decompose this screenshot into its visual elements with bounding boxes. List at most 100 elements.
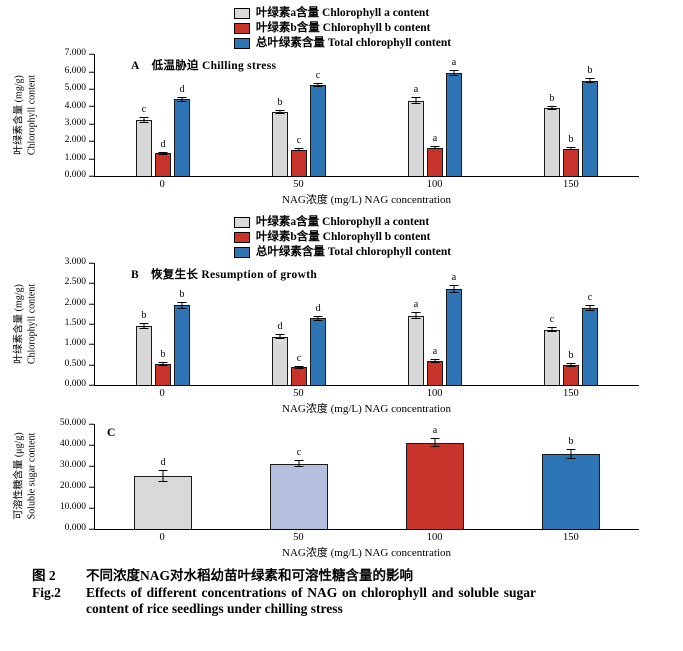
bar: a — [408, 54, 424, 176]
bar: b — [563, 54, 579, 176]
x-category-label: 150 — [563, 178, 579, 190]
y-tick-label: 3.000 — [42, 257, 94, 268]
bar-rect — [563, 148, 579, 176]
bar-rect — [544, 329, 560, 385]
bar-rect — [310, 318, 326, 385]
x-axis-title-b: NAG浓度 (mg/L) NAG concentration — [282, 402, 451, 415]
bar: c — [270, 424, 328, 529]
significance-letter: c — [296, 446, 302, 458]
bar: d — [310, 263, 326, 385]
y-tick-label: 10.000 — [42, 502, 94, 513]
legend-label: 叶绿素b含量 Chlorophyll b content — [255, 21, 431, 34]
panel-title: 低温胁迫 Chilling stress — [151, 59, 277, 72]
error-bar — [177, 96, 187, 102]
chart-panel-a: 叶绿素a含量 Chlorophyll a content 叶绿素b含量 Chlor… — [6, 6, 679, 207]
error-bar — [158, 151, 168, 155]
error-bar — [177, 302, 187, 309]
chart-row-b: 叶绿素含量 (mg/g) Chlorophyll content 0.000 0.… — [6, 257, 679, 416]
legend-swatch — [233, 231, 250, 243]
y-tick-label: 3.000 — [42, 118, 94, 129]
bar-rect — [291, 367, 307, 385]
bar-rect — [310, 85, 326, 176]
y-tick-label: 4.000 — [42, 101, 94, 111]
error-bar — [430, 359, 440, 364]
y-tick-label: 40.000 — [42, 439, 94, 450]
bar: c — [582, 263, 598, 385]
panel-tag-b: B 恢复生长 Resumption of growth — [131, 266, 317, 282]
legend-swatch — [233, 7, 250, 19]
bar-rect — [174, 305, 190, 385]
bar-rect — [174, 99, 190, 176]
bar: d — [134, 424, 192, 529]
bar-rect — [272, 336, 288, 385]
legend-label: 总叶绿素含量 Total chlorophyll content — [255, 245, 452, 258]
x-axis-categories-c: 0 50 100 150 — [94, 532, 639, 543]
bar-rect — [136, 120, 152, 176]
legend-label: 叶绿素b含量 Chlorophyll b content — [255, 230, 431, 243]
significance-letter: c — [141, 104, 147, 116]
chart-row-c: 可溶性糖含量 (μg/g) Soluble sugar content 0.00… — [6, 418, 679, 560]
y-tick-label: 1.500 — [42, 318, 94, 329]
y-tick-label: 30.000 — [42, 460, 94, 471]
bar: b — [136, 263, 152, 385]
error-bar — [430, 145, 440, 150]
x-axis-title-a: NAG浓度 (mg/L) NAG concentration — [282, 193, 451, 206]
bar-group: c d d — [95, 54, 231, 176]
error-bar — [294, 365, 304, 369]
bar-rect — [427, 147, 443, 176]
error-bar — [449, 70, 459, 76]
caption-cn-text: 不同浓度NAG对水稻幼苗叶绿素和可溶性糖含量的影响 — [86, 567, 413, 583]
x-category-label: 150 — [563, 387, 579, 399]
bar-group: a — [367, 424, 503, 529]
significance-letter: d — [160, 138, 166, 150]
bar-rect — [136, 325, 152, 385]
bar: a — [406, 424, 464, 529]
y-tick-label: 50.000 — [42, 418, 94, 429]
bar-groups-a: c d d b c c a a a b b b — [95, 54, 639, 176]
caption-en-label: Fig.2 — [32, 584, 61, 600]
x-axis-categories-b: 0 50 100 150 — [94, 388, 639, 399]
chart-panel-c: 可溶性糖含量 (μg/g) Soluble sugar content 0.00… — [6, 418, 679, 560]
x-category-label: 0 — [159, 531, 165, 543]
bar-rect — [542, 454, 600, 529]
legend-swatch — [233, 216, 250, 228]
legend-item: 叶绿素b含量 Chlorophyll b content — [233, 21, 451, 36]
bar-rect — [291, 149, 307, 176]
bar-rect — [544, 107, 560, 176]
error-bar — [275, 110, 285, 115]
y-axis-label-en: Chlorophyll content — [26, 74, 38, 155]
chart-row-a: 叶绿素含量 (mg/g) Chlorophyll content 0.000 1.… — [6, 49, 679, 207]
legend-b: 叶绿素a含量 Chlorophyll a content 叶绿素b含量 Chlor… — [233, 215, 452, 260]
bar: b — [542, 424, 600, 529]
x-category-label: 100 — [426, 531, 443, 543]
bar-rect — [155, 153, 171, 176]
x-category-label: 100 — [426, 387, 443, 399]
bar-group: c — [231, 424, 367, 529]
error-bar — [313, 83, 323, 88]
bar: b — [544, 54, 560, 176]
bar-rect — [272, 112, 288, 176]
y-tick-label: 2.000 — [42, 298, 94, 309]
y-axis-label-cn: 叶绿素含量 (mg/g) — [13, 74, 25, 155]
bar: b — [155, 263, 171, 385]
bar-group: c b c — [503, 263, 639, 385]
y-axis-label-a: 叶绿素含量 (mg/g) Chlorophyll content — [6, 54, 42, 176]
y-tick-label: 0.000 — [42, 379, 94, 390]
panel-letter: C — [107, 426, 116, 439]
y-axis-label-b: 叶绿素含量 (mg/g) Chlorophyll content — [6, 263, 42, 385]
x-category-label: 50 — [293, 178, 304, 190]
bar: a — [427, 263, 443, 385]
panel-tag-a: A 低温胁迫 Chilling stress — [131, 57, 276, 73]
significance-letter: b — [179, 289, 185, 301]
plot-area-c: C d c a b — [94, 423, 639, 530]
bar-group: d c d — [231, 263, 367, 385]
significance-letter: b — [568, 436, 574, 448]
panel-letter: B — [131, 268, 139, 281]
significance-letter: d — [160, 456, 166, 468]
significance-letter: c — [549, 314, 555, 326]
plot-area-a: A 低温胁迫 Chilling stress c d d b c c a a a b b b — [94, 53, 639, 177]
y-axis-ticks-a: 0.000 1.000 2.000 3.000 4.000 5.000 6.000 7.000 — [42, 49, 94, 180]
bar-rect — [582, 308, 598, 385]
caption-cn: 图 2 不同浓度NAG对水稻幼苗叶绿素和可溶性糖含量的影响 — [32, 568, 679, 585]
